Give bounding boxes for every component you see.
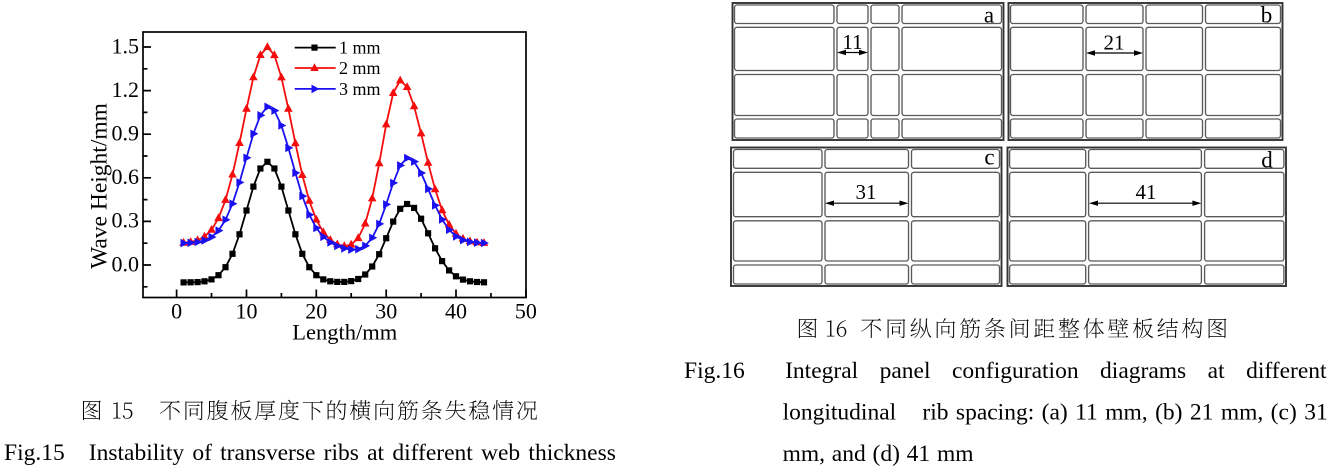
svg-text:1 mm: 1 mm [339,38,381,58]
svg-text:Fig.16: Fig.16 [684,358,745,384]
svg-text:31: 31 [856,180,877,204]
svg-text:Length/mm: Length/mm [292,320,397,345]
svg-text:d: d [1261,147,1273,172]
svg-text:20: 20 [305,298,327,323]
svg-text:longitudinal: longitudinal [783,400,897,426]
svg-text:40: 40 [445,298,467,323]
svg-text:mm, and (d) 41 mm: mm, and (d) 41 mm [783,441,974,467]
svg-text:1.2: 1.2 [112,77,140,102]
svg-text:Integral panel configuration d: Integral panel configuration diagrams at… [785,358,1327,384]
svg-text:2 mm: 2 mm [339,58,381,78]
svg-text:41: 41 [1136,180,1157,204]
svg-text:0.0: 0.0 [112,251,140,276]
svg-text:0.6: 0.6 [112,164,140,189]
svg-text:11: 11 [842,30,862,54]
svg-text:Wave Height/mm: Wave Height/mm [86,103,112,269]
svg-text:0.9: 0.9 [112,121,140,146]
svg-text:a: a [984,2,994,27]
svg-text:1.5: 1.5 [112,33,140,58]
svg-text:10: 10 [236,298,258,323]
svg-text:30: 30 [375,298,397,323]
svg-text:b: b [1261,3,1273,28]
svg-text:0: 0 [171,298,182,323]
svg-text:Fig.15: Fig.15 [4,440,65,466]
svg-text:21: 21 [1104,31,1125,55]
svg-text:Instability of transverse ribs: Instability of transverse ribs at differ… [89,440,616,466]
svg-text:3 mm: 3 mm [339,79,381,99]
svg-text:0.3: 0.3 [112,208,140,233]
svg-text:rib spacing: (a) 11 mm, (b) 21: rib spacing: (a) 11 mm, (b) 21 mm, (c) 3… [922,400,1327,426]
svg-text:50: 50 [515,298,537,323]
svg-text:c: c [984,145,994,170]
